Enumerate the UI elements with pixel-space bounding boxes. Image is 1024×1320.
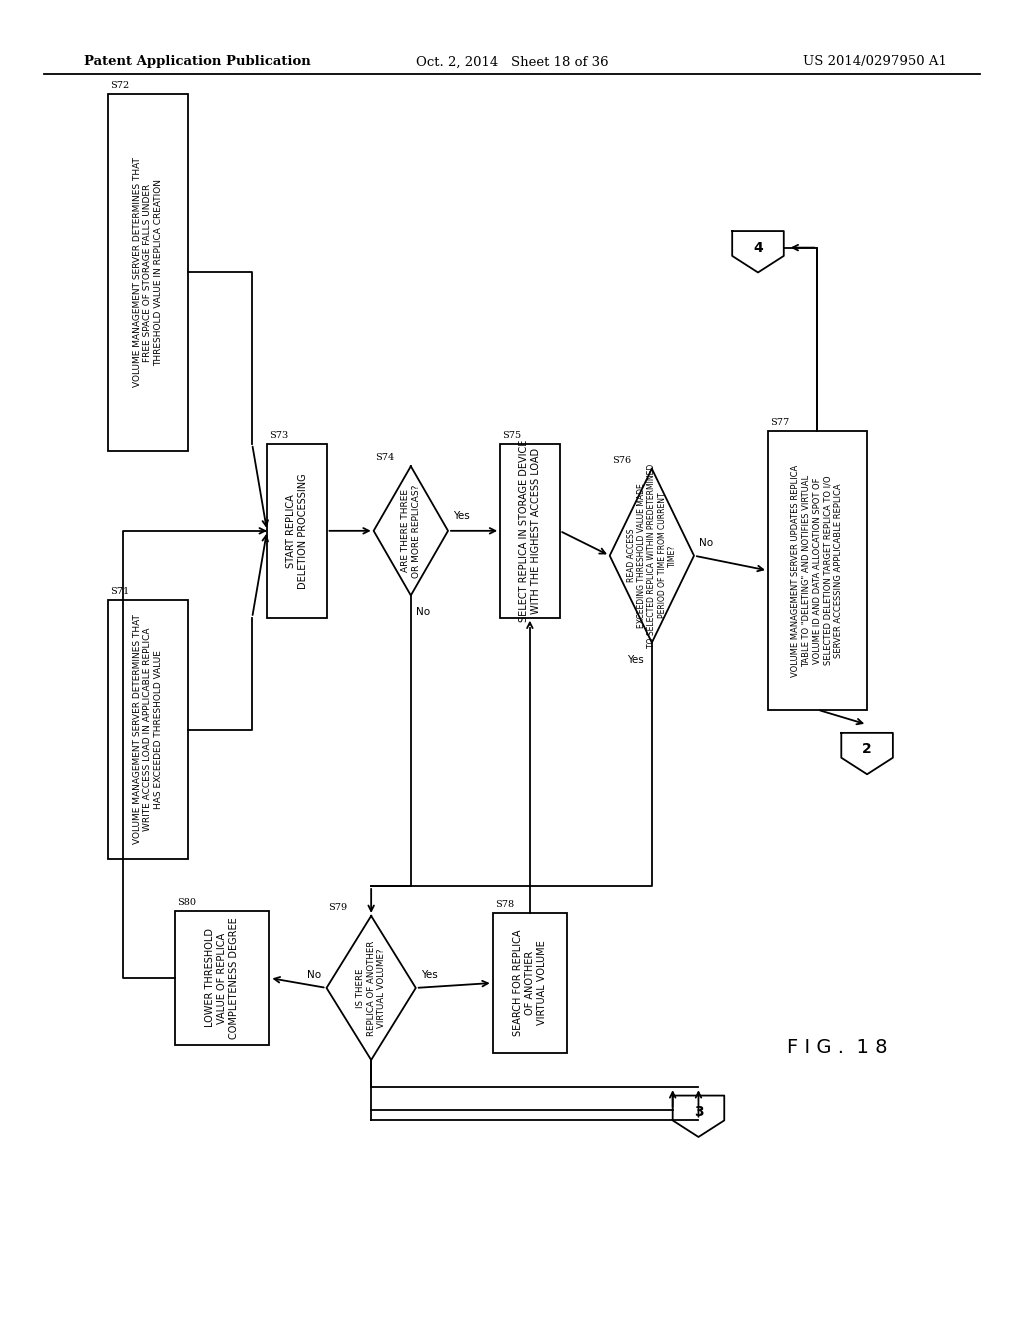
Text: 2: 2 xyxy=(862,742,872,756)
Bar xyxy=(493,913,567,1052)
Text: IS THERE
REPLICA OF ANOTHER
VIRTUAL VOLUME?: IS THERE REPLICA OF ANOTHER VIRTUAL VOLU… xyxy=(356,940,386,1036)
Text: S78: S78 xyxy=(495,900,514,909)
Text: SEARCH FOR REPLICA
OF ANOTHER
VIRTUAL VOLUME: SEARCH FOR REPLICA OF ANOTHER VIRTUAL VO… xyxy=(513,929,547,1036)
Text: START REPLICA
DELETION PROCESSING: START REPLICA DELETION PROCESSING xyxy=(286,473,308,589)
Text: S75: S75 xyxy=(502,430,521,440)
Text: VOLUME MANAGEMENT SERVER DETERMINES THAT
WRITE ACCESS LOAD IN APPLICABLE REPLICA: VOLUME MANAGEMENT SERVER DETERMINES THAT… xyxy=(133,615,163,845)
Text: Yes: Yes xyxy=(421,970,437,979)
Bar xyxy=(768,432,867,710)
Bar xyxy=(267,444,327,618)
Text: S80: S80 xyxy=(177,898,197,907)
Bar xyxy=(109,94,187,451)
Bar xyxy=(175,911,269,1045)
Text: No: No xyxy=(307,970,322,979)
Polygon shape xyxy=(374,466,449,595)
Text: LOWER THRESHOLD
VALUE OF REPLICA
COMPLETENESS DEGREE: LOWER THRESHOLD VALUE OF REPLICA COMPLET… xyxy=(206,917,240,1039)
Text: READ ACCESS
EXCEEDING THRESHOLD VALUE MADE
TO SELECTED REPLICA WITHIN PREDETERMI: READ ACCESS EXCEEDING THRESHOLD VALUE MA… xyxy=(627,463,677,648)
Polygon shape xyxy=(327,916,416,1060)
Text: Patent Application Publication: Patent Application Publication xyxy=(84,55,310,69)
Text: VOLUME MANAGEMENT SERVER UPDATES REPLICA
TABLE TO "DELETING" AND NOTIFIES VIRTUA: VOLUME MANAGEMENT SERVER UPDATES REPLICA… xyxy=(792,465,844,677)
Text: Yes: Yes xyxy=(627,655,644,664)
Text: S79: S79 xyxy=(329,903,347,912)
Text: No: No xyxy=(416,607,430,618)
Text: VOLUME MANAGEMENT SERVER DETERMINES THAT
FREE SPACE OF STORAGE FALLS UNDER
THRES: VOLUME MANAGEMENT SERVER DETERMINES THAT… xyxy=(133,157,163,387)
Text: S72: S72 xyxy=(111,81,130,90)
Text: S77: S77 xyxy=(770,418,790,428)
Text: Oct. 2, 2014   Sheet 18 of 36: Oct. 2, 2014 Sheet 18 of 36 xyxy=(416,55,608,69)
Polygon shape xyxy=(609,469,694,643)
Polygon shape xyxy=(732,231,783,272)
Text: ARE THERE THREE
OR MORE REPLICAS?: ARE THERE THREE OR MORE REPLICAS? xyxy=(401,484,421,578)
Text: S74: S74 xyxy=(376,453,395,462)
Polygon shape xyxy=(673,1096,724,1137)
Text: US 2014/0297950 A1: US 2014/0297950 A1 xyxy=(803,55,946,69)
Polygon shape xyxy=(842,733,893,775)
Bar xyxy=(109,601,187,859)
Text: 3: 3 xyxy=(693,1105,703,1119)
Text: SELECT REPLICA IN STORAGE DEVICE
WITH THE HIGHEST ACCESS LOAD: SELECT REPLICA IN STORAGE DEVICE WITH TH… xyxy=(519,440,541,622)
Text: 4: 4 xyxy=(753,240,763,255)
Text: No: No xyxy=(699,537,713,548)
Bar xyxy=(500,444,559,618)
Text: S76: S76 xyxy=(611,455,631,465)
Text: S71: S71 xyxy=(111,587,130,597)
Text: S73: S73 xyxy=(269,430,288,440)
Text: Yes: Yes xyxy=(453,511,470,521)
Text: F I G .  1 8: F I G . 1 8 xyxy=(787,1038,888,1057)
